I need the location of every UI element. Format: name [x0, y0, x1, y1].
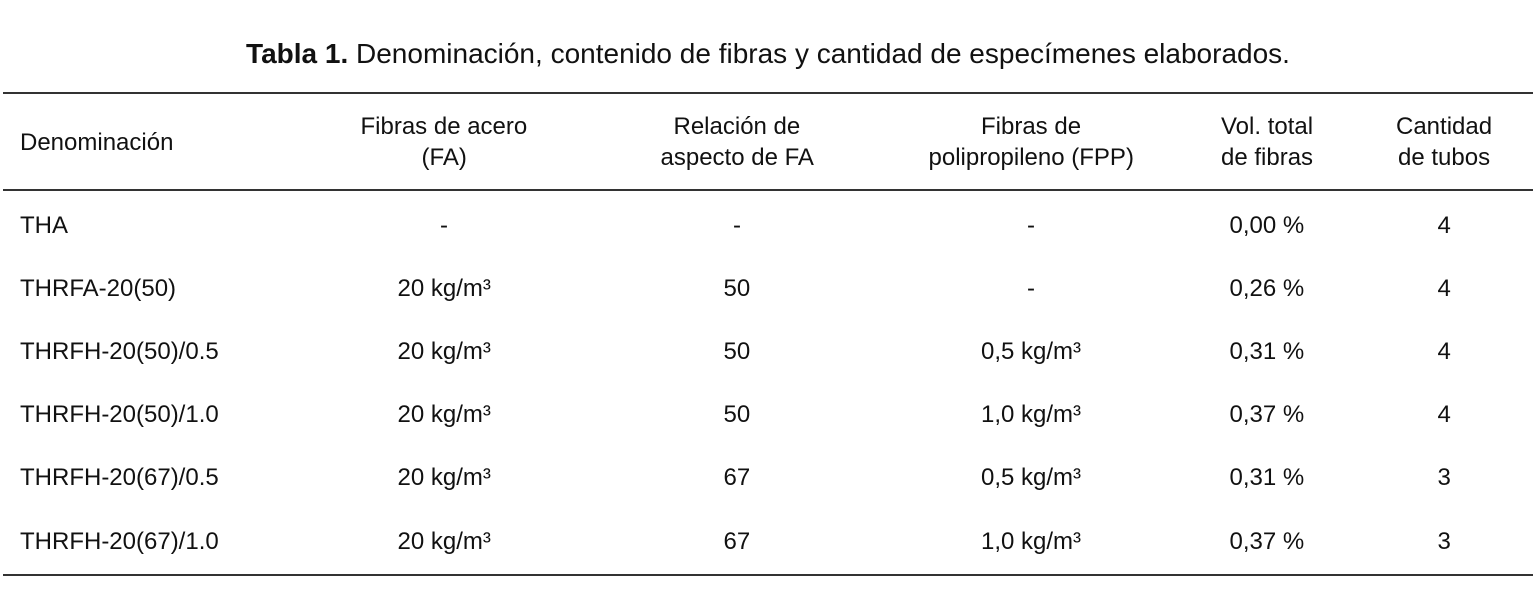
table-cell: 0,5 kg/m³ — [981, 337, 1082, 365]
header-cell: Relación de — [673, 113, 801, 140]
table-cell: 4 — [1437, 337, 1451, 365]
table-cell: - — [440, 211, 448, 239]
header-cell: Fibras de — [981, 113, 1082, 140]
table-cell: 3 — [1437, 464, 1451, 492]
table-cell: 4 — [1437, 401, 1451, 429]
table-cell: 3 — [1437, 527, 1451, 555]
header-cell: Fibras de acero — [360, 113, 528, 140]
table-cell: THRFH-20(50)/0.5 — [20, 337, 219, 365]
bottom-rule — [3, 574, 1533, 576]
table-cell: THRFA-20(50) — [20, 274, 177, 302]
header-cell: Vol. total — [1221, 113, 1314, 140]
table-cell: 4 — [1437, 274, 1451, 302]
table-cell: - — [1027, 211, 1035, 239]
table-cell: 0,00 % — [1229, 211, 1305, 239]
table-cell: THRFH-20(67)/0.5 — [20, 464, 219, 492]
header-cell: aspecto de FA — [660, 144, 814, 171]
table-cell: 50 — [723, 337, 751, 365]
table-cell: 4 — [1437, 211, 1451, 239]
table-cell: 20 kg/m³ — [397, 401, 491, 429]
header-cell: (FA) — [421, 144, 467, 171]
table-cell: 20 kg/m³ — [397, 337, 491, 365]
table-cell: THRFH-20(50)/1.0 — [20, 401, 219, 429]
table-cell: 50 — [723, 274, 751, 302]
table-cell: 0,5 kg/m³ — [981, 464, 1082, 492]
table-title: Tabla 1. Denominación, contenido de fibr… — [0, 38, 1536, 70]
table-cell: 1,0 kg/m³ — [981, 401, 1082, 429]
table-cell: THA — [20, 211, 68, 239]
header-cell: polipropileno (FPP) — [928, 144, 1134, 171]
title-text: Denominación, contenido de fibras y cant… — [356, 38, 1290, 69]
table-cell: 0,37 % — [1229, 527, 1305, 555]
header-cell: de tubos — [1398, 144, 1491, 171]
table-cell: 20 kg/m³ — [397, 527, 491, 555]
table-cell: 20 kg/m³ — [397, 464, 491, 492]
header-cell: de fibras — [1221, 144, 1314, 171]
header-cell: Cantidad — [1396, 113, 1493, 140]
table-cell: 0,37 % — [1229, 401, 1305, 429]
table-cell: 0,26 % — [1229, 274, 1305, 302]
table-cell: 0,31 % — [1229, 464, 1305, 492]
table-cell: 1,0 kg/m³ — [981, 527, 1082, 555]
table-cell: 67 — [723, 527, 751, 555]
table-cell: 67 — [723, 464, 751, 492]
top-rule — [3, 92, 1533, 94]
title-label: Tabla 1. — [246, 38, 349, 69]
table-cell: 50 — [723, 401, 751, 429]
header-rule — [3, 189, 1533, 191]
header-cell: Denominación — [20, 128, 174, 156]
table-cell: THRFH-20(67)/1.0 — [20, 527, 219, 555]
table-cell: 20 kg/m³ — [397, 274, 491, 302]
table-cell: - — [733, 211, 741, 239]
table-cell: 0,31 % — [1229, 337, 1305, 365]
table-cell: - — [1027, 274, 1035, 302]
